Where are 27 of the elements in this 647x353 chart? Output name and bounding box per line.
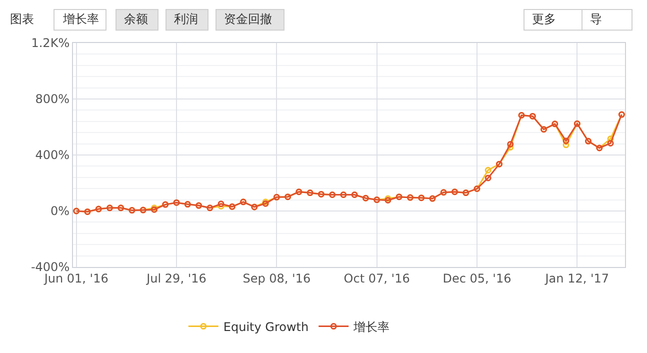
point <box>562 138 570 144</box>
text: 图表 <box>10 12 34 26</box>
point <box>507 144 514 151</box>
text: 更多 <box>532 12 556 26</box>
point <box>607 140 614 146</box>
text: 导 <box>590 12 602 26</box>
point <box>484 174 492 182</box>
legend-label: Equity Growth <box>223 320 309 334</box>
y-tick-label: 400% <box>35 148 70 162</box>
legend-label: 增长率 <box>352 320 390 334</box>
point <box>507 140 514 148</box>
y-tick-label: 800% <box>35 92 70 106</box>
point <box>484 166 492 174</box>
point <box>562 142 570 148</box>
x-tick-label: Oct 07, '16 <box>344 271 410 286</box>
y-tick-label: 1.2K% <box>31 36 70 50</box>
x-tick-label: Jul 29, '16 <box>146 271 206 286</box>
text: 利润 <box>174 12 198 26</box>
x-tick-label: Dec 05, '16 <box>442 271 512 286</box>
text: 余额 <box>124 12 148 26</box>
point <box>218 200 224 208</box>
text: 资金回撤 <box>224 12 272 26</box>
text: 增长率 <box>62 12 99 26</box>
x-tick-label: Sep 08, '16 <box>242 271 311 286</box>
x-tick-label: Jan 12, '17 <box>544 271 610 286</box>
y-tick-label: 0% <box>50 204 70 218</box>
point <box>607 136 614 142</box>
